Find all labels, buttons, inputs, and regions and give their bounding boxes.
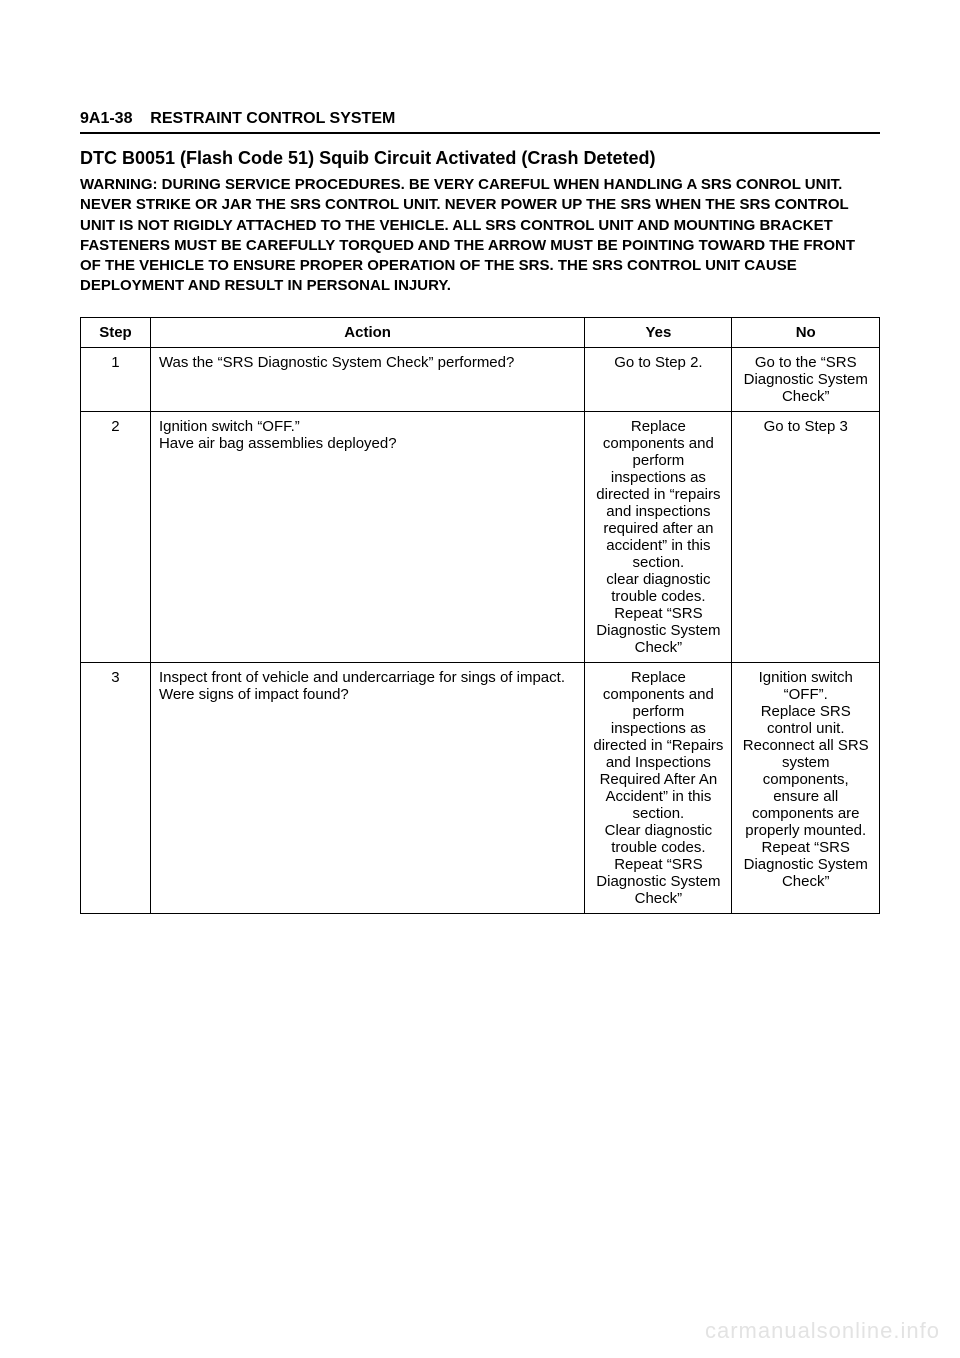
- step-cell: 1: [81, 347, 151, 411]
- no-cell: Ignition switch “OFF”. Replace SRS contr…: [732, 662, 880, 913]
- page-title: RESTRAINT CONTROL SYSTEM: [150, 110, 395, 127]
- warning-text: WARNING: DURING SERVICE PROCEDURES. BE V…: [80, 175, 880, 297]
- table-row: 2Ignition switch “OFF.”Have air bag asse…: [81, 411, 880, 662]
- action-line: Were signs of impact found?: [159, 686, 576, 703]
- step-cell: 3: [81, 662, 151, 913]
- action-line: Have air bag assemblies deployed?: [159, 435, 576, 452]
- yes-cell: Go to Step 2.: [585, 347, 732, 411]
- table-body: 1 Was the “SRS Diagnostic System Check” p…: [81, 347, 880, 913]
- action-cell: Was the “SRS Diagnostic System Check” pe…: [150, 347, 584, 411]
- step-cell: 2: [81, 411, 151, 662]
- action-cell: Inspect front of vehicle and undercarria…: [150, 662, 584, 913]
- diagnostic-table: Step Action Yes No 1 Was the “SRS Diagnos…: [80, 317, 880, 914]
- no-cell: Go to the “SRS Diagnostic System Check”: [732, 347, 880, 411]
- section-title: DTC B0051 (Flash Code 51) Squib Circuit …: [80, 148, 880, 169]
- page-header: 9A1-38 RESTRAINT CONTROL SYSTEM: [80, 110, 880, 134]
- action-line: Was the “SRS Diagnostic System Check” pe…: [159, 354, 576, 371]
- table-header-row: Step Action Yes No: [81, 317, 880, 347]
- table-row: 1 Was the “SRS Diagnostic System Check” p…: [81, 347, 880, 411]
- col-header-step: Step: [81, 317, 151, 347]
- page: 9A1-38 RESTRAINT CONTROL SYSTEM DTC B005…: [0, 0, 960, 1358]
- yes-cell: Replace components and perform inspectio…: [585, 662, 732, 913]
- yes-cell: Replace components and perform inspectio…: [585, 411, 732, 662]
- watermark: carmanualsonline.info: [705, 1318, 940, 1344]
- action-line: Inspect front of vehicle and undercarria…: [159, 669, 576, 686]
- table-head: Step Action Yes No: [81, 317, 880, 347]
- col-header-no: No: [732, 317, 880, 347]
- page-sep: [137, 110, 146, 127]
- col-header-action: Action: [150, 317, 584, 347]
- page-id: 9A1-38: [80, 110, 132, 127]
- table-row: 3 Inspect front of vehicle and undercarri…: [81, 662, 880, 913]
- no-cell: Go to Step 3: [732, 411, 880, 662]
- action-line: Ignition switch “OFF.”: [159, 418, 576, 435]
- col-header-yes: Yes: [585, 317, 732, 347]
- action-cell: Ignition switch “OFF.”Have air bag assem…: [150, 411, 584, 662]
